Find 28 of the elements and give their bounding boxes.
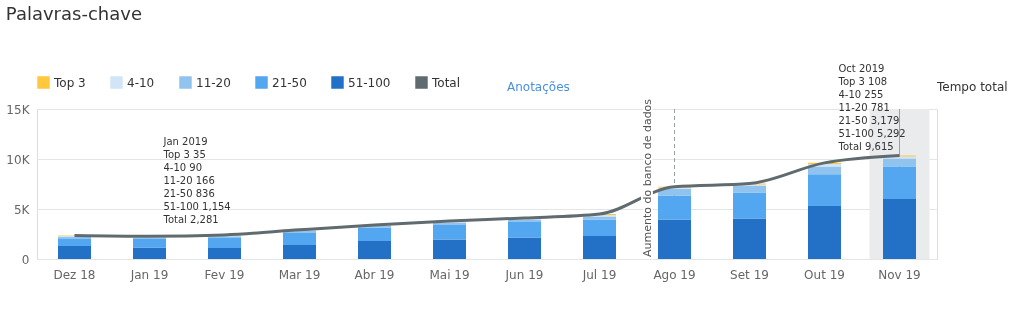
x-tick-label: Dez 18	[53, 267, 96, 282]
y-tick-label: 15K	[6, 102, 31, 117]
chart-title: Palavras-chave	[5, 2, 142, 24]
x-tick-label: Set 19	[730, 267, 769, 282]
x-tick-label: Jul 19	[581, 267, 617, 282]
legend-label: 11-20	[196, 75, 231, 90]
y-tick-label: 0	[21, 252, 30, 267]
x-tick-label: Out 19	[804, 267, 845, 282]
legend-label: 21-50	[272, 75, 307, 90]
ref-line-label: Aumento do banco de dados	[640, 98, 654, 257]
x-tick-label: Abr 19	[354, 267, 395, 282]
text: Tempo total	[936, 80, 1008, 94]
x-tick-label: Ago 19	[653, 267, 696, 282]
legend-label: Total	[431, 75, 461, 90]
y-tick-label: 5K	[13, 202, 31, 217]
x-tick-label: Nov 19	[878, 267, 921, 282]
x-tick-label: Mar 19	[278, 267, 321, 282]
x-tick-label: Mai 19	[429, 267, 470, 282]
legend-label: 51-100	[348, 75, 391, 90]
legend-label: Top 3	[53, 75, 86, 90]
annotation: Oct 2019 Top 3 108 4-10 255 11-20 781 21-50 3,179 51-100 5,292 Total 9,615	[837, 62, 906, 152]
y-tick-label: 10K	[6, 152, 31, 167]
x-tick-label: Jun 19	[504, 267, 544, 282]
legend-label: 4-10	[127, 75, 155, 90]
annotation: Jan 2019 Top 3 35 4-10 90 11-20 166 21-50 836 51-100 1,154 Total 2,281	[162, 136, 231, 226]
text: Anotações	[507, 80, 570, 94]
x-tick-label: Fev 19	[204, 267, 245, 282]
x-tick-label: Jan 19	[129, 267, 169, 282]
